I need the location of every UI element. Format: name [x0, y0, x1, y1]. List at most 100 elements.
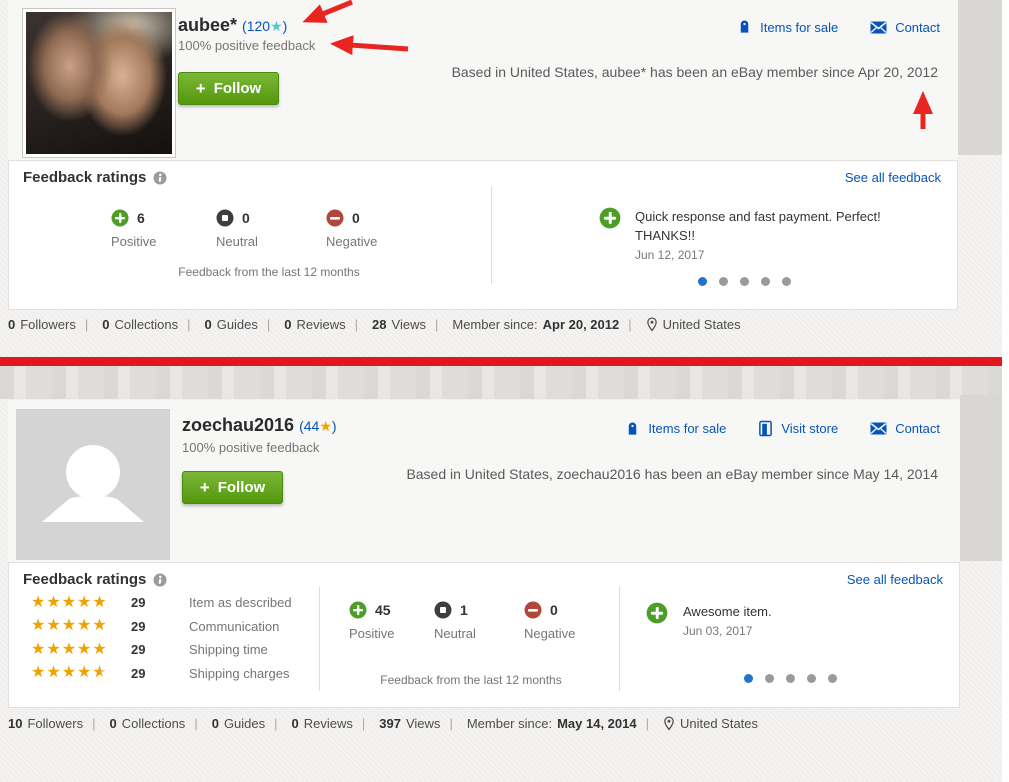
- comment-pager: [744, 674, 837, 683]
- items-for-sale-link[interactable]: Items for sale: [625, 421, 726, 437]
- location-pin-icon: [663, 716, 675, 731]
- pager-dot[interactable]: [719, 277, 728, 286]
- envelope-icon: [870, 21, 887, 34]
- dsr-row: ★★★★★ 29 Communication: [31, 617, 280, 635]
- tag-icon: [625, 421, 640, 437]
- comment-date: Jun 03, 2017: [683, 624, 753, 638]
- default-avatar: [16, 409, 170, 560]
- follow-button[interactable]: + Follow: [182, 471, 283, 504]
- panel-divider: [619, 587, 620, 691]
- positive-plus-icon: [599, 207, 621, 262]
- browser-edge-strip: [958, 0, 1002, 155]
- see-all-feedback-link[interactable]: See all feedback: [844, 170, 941, 185]
- pager-dot[interactable]: [786, 674, 795, 683]
- pager-dot[interactable]: [740, 277, 749, 286]
- comment-text-line2: THANKS!!: [635, 228, 695, 243]
- contact-link[interactable]: Contact: [870, 421, 940, 436]
- person-silhouette-icon: [42, 445, 144, 522]
- visit-store-link[interactable]: Visit store: [758, 420, 838, 437]
- feedback-period-note: Feedback from the last 12 months: [380, 673, 562, 687]
- comment-text-line1: Awesome item.: [683, 604, 772, 619]
- feedback-comment: Awesome item. Jun 03, 2017: [646, 602, 926, 638]
- username-heading: zoechau2016 (44★): [182, 415, 337, 436]
- member-about-text: Based in United States, zoechau2016 has …: [406, 466, 938, 482]
- browser-edge-strip: [960, 395, 1002, 561]
- dsr-row: ★★★★★ ★ 29 Shipping charges: [31, 664, 290, 682]
- feedback-ratings-title: Feedback ratings: [23, 571, 167, 588]
- see-all-feedback-link[interactable]: See all feedback: [846, 572, 943, 587]
- feedback-ratings-title: Feedback ratings: [23, 169, 167, 186]
- followers-stat[interactable]: 0 Followers: [8, 317, 76, 332]
- positive-counter: 45 Positive: [349, 601, 395, 641]
- followers-stat[interactable]: 10 Followers: [8, 716, 84, 731]
- store-icon: [758, 420, 773, 437]
- panel-divider: [319, 587, 320, 691]
- negative-minus-icon: [524, 601, 542, 619]
- neutral-square-icon: [216, 209, 234, 227]
- pager-dot[interactable]: [761, 277, 770, 286]
- envelope-icon: [870, 422, 887, 435]
- pager-dot[interactable]: [828, 674, 837, 683]
- items-for-sale-link[interactable]: Items for sale: [737, 19, 838, 35]
- follow-button[interactable]: + Follow: [178, 72, 279, 105]
- positive-counter: 6 Positive: [111, 209, 157, 249]
- member-about-text: Based in United States, aubee* has been …: [451, 64, 938, 80]
- scroll-artifact-band: [0, 366, 1002, 399]
- feedback-comment: Quick response and fast payment. Perfect…: [599, 207, 899, 262]
- feedback-panel-zoechau: Feedback ratings See all feedback ★★★★★ …: [8, 562, 960, 708]
- feedback-count-link[interactable]: (120★): [242, 18, 288, 34]
- member-since-stat: Member since:Apr 20, 2012: [426, 317, 619, 332]
- negative-counter: 0 Negative: [326, 209, 378, 249]
- location-pin-icon: [646, 317, 658, 332]
- profile-action-links: Items for sale Contact: [737, 19, 940, 35]
- star-rating-icon: ★★★★★: [31, 593, 108, 611]
- profile-photo-frame: [22, 8, 176, 158]
- username-heading: aubee* (120★): [178, 15, 287, 36]
- neutral-counter: 1 Neutral: [434, 601, 476, 641]
- red-divider-bar: [0, 357, 1005, 366]
- browser-edge-strip: [1002, 0, 1009, 782]
- star-rating-icon: ★★★★★: [31, 617, 108, 635]
- panel-divider: [491, 187, 492, 284]
- plus-icon: +: [199, 477, 210, 497]
- username: aubee*: [178, 15, 238, 35]
- contact-link[interactable]: Contact: [870, 20, 940, 35]
- feedback-star-icon: ★: [319, 418, 332, 434]
- comment-text-line1: Quick response and fast payment. Perfect…: [635, 209, 881, 224]
- negative-minus-icon: [326, 209, 344, 227]
- location-stat: United States: [619, 317, 741, 332]
- comment-pager: [698, 277, 791, 286]
- detailed-seller-ratings: ★★★★★ 29 Item as described ★★★★★ 29 Comm…: [31, 591, 292, 685]
- positive-feedback-line: 100% positive feedback: [178, 38, 316, 53]
- profile-photo: [26, 12, 172, 154]
- positive-plus-icon: [111, 209, 129, 227]
- neutral-counter: 0 Neutral: [216, 209, 258, 249]
- info-icon[interactable]: [153, 573, 167, 587]
- pager-dot[interactable]: [807, 674, 816, 683]
- pager-dot[interactable]: [698, 277, 707, 286]
- profile-header-aubee: [8, 0, 958, 160]
- pager-dot[interactable]: [765, 674, 774, 683]
- star-rating-icon: ★★★★★ ★: [31, 664, 108, 682]
- pager-dot[interactable]: [782, 277, 791, 286]
- comment-date: Jun 12, 2017: [635, 248, 705, 262]
- positive-feedback-line: 100% positive feedback: [182, 440, 320, 455]
- feedback-panel-aubee: Feedback ratings See all feedback 6 Posi…: [8, 160, 958, 310]
- feedback-count-link[interactable]: (44★): [299, 418, 337, 434]
- negative-counter: 0 Negative: [524, 601, 576, 641]
- username: zoechau2016: [182, 415, 295, 435]
- location-stat: United States: [637, 716, 758, 731]
- info-icon[interactable]: [153, 171, 167, 185]
- pager-dot[interactable]: [744, 674, 753, 683]
- member-since-stat: Member since:May 14, 2014: [440, 716, 637, 731]
